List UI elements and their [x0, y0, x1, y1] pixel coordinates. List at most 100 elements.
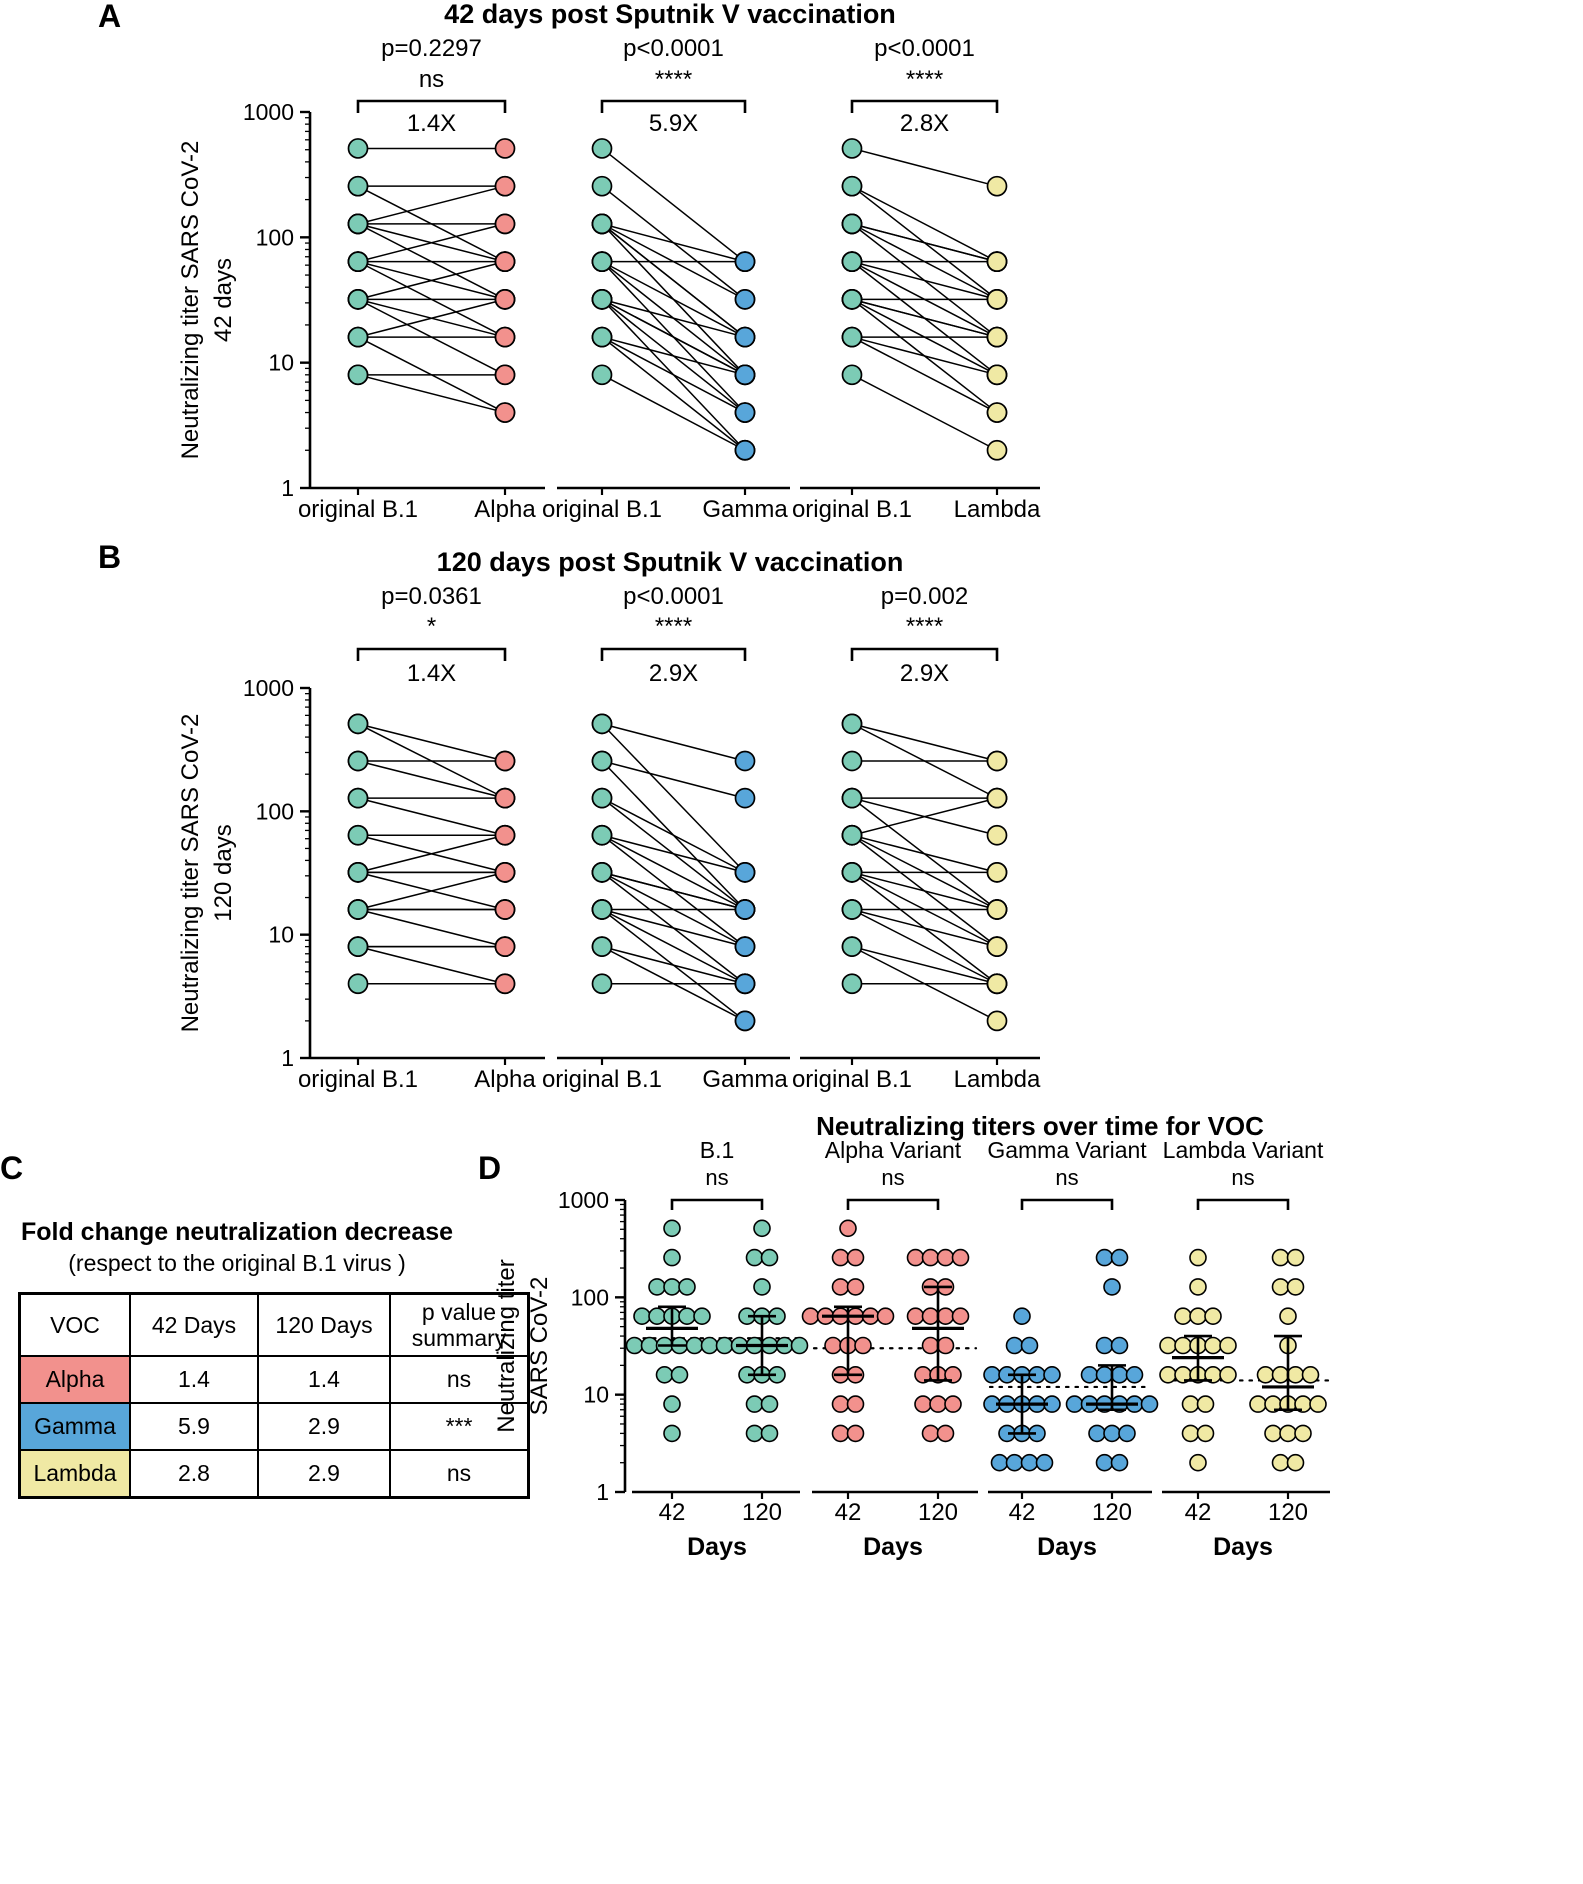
- data-point: [494, 251, 516, 272]
- data-point: [1219, 1336, 1237, 1355]
- data-point: [494, 402, 516, 423]
- significance-label: ****: [655, 613, 692, 640]
- data-point: [734, 439, 756, 461]
- data-point: [1196, 1424, 1215, 1443]
- data-point: [1065, 1395, 1084, 1413]
- data-point: [591, 936, 613, 957]
- pair-line: [601, 336, 746, 376]
- data-point: [990, 1453, 1009, 1472]
- data-point: [347, 936, 369, 957]
- pair-line: [851, 834, 998, 911]
- x-category-label: original B.1: [542, 496, 662, 523]
- data-point: [494, 175, 516, 197]
- cell-lambda-42d: 2.8: [129, 1449, 259, 1499]
- significance-bracket: [356, 99, 507, 113]
- fold-change-label: 2.8X: [900, 110, 949, 137]
- data-point: [841, 824, 863, 846]
- data-point: [921, 1424, 940, 1443]
- group-label: B.1: [700, 1137, 735, 1163]
- data-point: [839, 1219, 857, 1238]
- data-point: [1271, 1248, 1290, 1267]
- data-point: [494, 899, 516, 920]
- data-point: [1204, 1336, 1222, 1355]
- data-point: [678, 1307, 696, 1325]
- p-value-label: p<0.0001: [874, 35, 975, 62]
- data-point: [951, 1248, 970, 1267]
- data-point: [347, 289, 369, 310]
- data-point: [921, 1336, 940, 1355]
- y-tick-label: 1000: [243, 675, 294, 701]
- pair-line: [601, 908, 746, 948]
- data-point: [591, 787, 613, 809]
- data-point: [841, 787, 863, 809]
- data-point: [685, 1336, 704, 1355]
- voc-cell-alpha: Alpha: [18, 1355, 131, 1404]
- x-category-label: original B.1: [298, 1066, 418, 1093]
- data-point: [1159, 1336, 1177, 1355]
- data-point: [494, 364, 516, 386]
- pair-line: [601, 834, 746, 911]
- data-point: [1271, 1453, 1290, 1472]
- data-point: [846, 1248, 865, 1267]
- data-point: [494, 862, 516, 883]
- panel-b-label: B: [98, 539, 122, 575]
- data-point: [841, 213, 863, 235]
- pair-line: [601, 223, 746, 263]
- data-point: [841, 289, 863, 310]
- x-category-label: Alpha: [474, 1066, 536, 1093]
- panel-c-subtitle: (respect to the original B.1 virus ): [68, 1250, 406, 1276]
- x-category-label: Gamma: [702, 1066, 788, 1093]
- x-category-label: original B.1: [542, 1066, 662, 1093]
- data-point: [841, 364, 863, 386]
- y-tick-label: 100: [256, 224, 294, 250]
- data-point: [986, 289, 1008, 310]
- y-tick-label: 1000: [558, 1187, 609, 1213]
- data-point: [494, 824, 516, 846]
- significance-bracket: [670, 1198, 764, 1210]
- data-point: [876, 1307, 895, 1325]
- data-point: [986, 251, 1008, 272]
- pair-line: [851, 834, 998, 874]
- data-point: [936, 1424, 955, 1443]
- data-point: [760, 1424, 779, 1443]
- pair-line: [357, 760, 506, 799]
- pair-line: [851, 147, 998, 187]
- pair-line: [601, 336, 746, 451]
- data-point: [929, 1395, 947, 1413]
- x-category-label: original B.1: [792, 496, 912, 523]
- data-point: [591, 364, 613, 386]
- data-point: [347, 862, 369, 883]
- pair-line: [601, 336, 746, 414]
- data-point: [591, 213, 613, 235]
- table-header-120days: 120 Days: [257, 1292, 391, 1357]
- data-point: [1103, 1278, 1121, 1296]
- pair-line: [601, 298, 746, 338]
- pair-line: [601, 871, 746, 911]
- data-point: [1095, 1453, 1114, 1472]
- data-point: [670, 1365, 689, 1384]
- group-label: Lambda Variant: [1163, 1137, 1324, 1163]
- data-point: [1204, 1307, 1222, 1325]
- group-label: Alpha Variant: [825, 1137, 962, 1163]
- data-point: [745, 1248, 764, 1267]
- y-tick-label: 10: [583, 1382, 609, 1408]
- data-point: [648, 1307, 666, 1325]
- significance-bracket: [850, 99, 999, 113]
- data-point: [841, 175, 863, 197]
- data-point: [1125, 1365, 1144, 1384]
- data-point: [734, 973, 756, 995]
- pair-line: [851, 298, 998, 338]
- x-tick-label: 120: [1092, 1499, 1132, 1526]
- y-tick-label: 10: [268, 922, 294, 948]
- data-point: [591, 750, 613, 772]
- x-axis-label: Days: [687, 1533, 747, 1561]
- significance-bracket: [846, 1198, 940, 1210]
- data-point: [1095, 1365, 1114, 1384]
- significance-bracket: [600, 647, 747, 661]
- x-tick-label: 120: [1268, 1499, 1308, 1526]
- pair-line: [851, 223, 998, 263]
- p-value-label: p=0.002: [881, 583, 968, 610]
- cell-alpha-120d: 1.4: [257, 1355, 391, 1404]
- data-point: [1279, 1424, 1297, 1443]
- data-point: [846, 1278, 865, 1296]
